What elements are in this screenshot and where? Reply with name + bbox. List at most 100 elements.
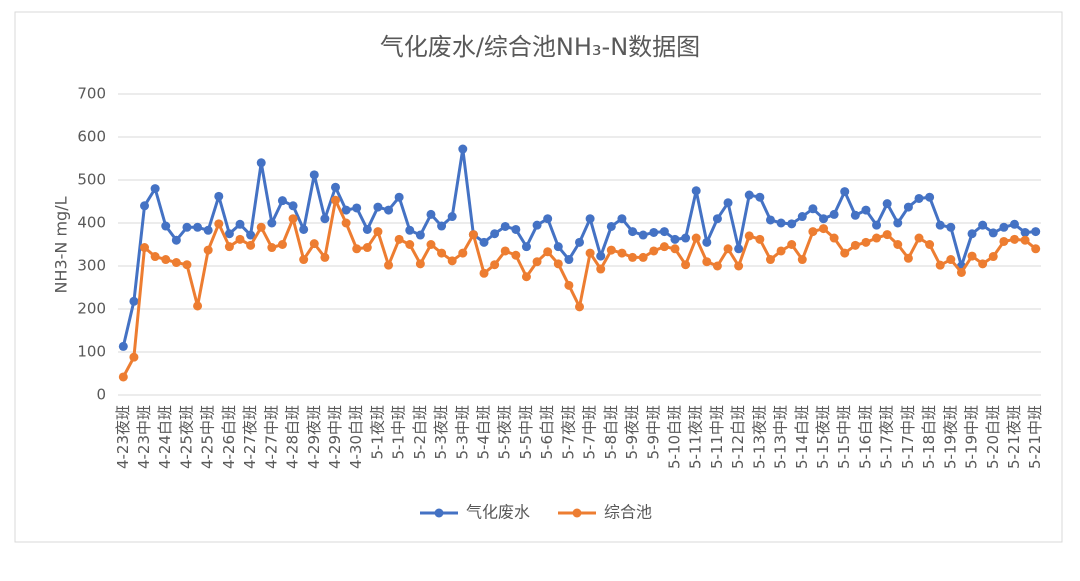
- data-point: [765, 215, 775, 225]
- data-point: [967, 229, 977, 239]
- data-point: [352, 203, 362, 213]
- data-point: [606, 245, 616, 255]
- x-tick-label: 5-17夜班: [878, 405, 896, 469]
- data-point: [712, 214, 722, 224]
- data-point: [903, 253, 913, 263]
- data-point: [797, 255, 807, 265]
- x-tick-label: 4-27夜班: [241, 405, 259, 469]
- y-tick-label: 700: [77, 85, 106, 103]
- data-point: [118, 341, 128, 351]
- data-point: [246, 240, 256, 250]
- x-tick-label: 5-13中班: [772, 405, 790, 469]
- data-point: [224, 229, 234, 239]
- data-point: [787, 240, 797, 249]
- data-point: [543, 214, 553, 224]
- data-point: [182, 222, 192, 232]
- data-point: [193, 301, 203, 311]
- data-point: [575, 237, 584, 247]
- x-tick-label: 5-11夜班: [687, 405, 705, 469]
- data-point: [373, 202, 383, 212]
- data-point: [299, 224, 309, 234]
- data-point: [267, 243, 277, 253]
- data-point: [628, 252, 638, 262]
- x-tick-label: 4-29夜班: [305, 405, 323, 469]
- data-point: [150, 252, 160, 262]
- data-point: [1009, 219, 1019, 229]
- data-point: [659, 242, 669, 252]
- data-point: [193, 222, 203, 232]
- x-tick-label: 5-1中班: [390, 405, 408, 460]
- data-point: [850, 210, 860, 220]
- x-tick-label: 4-23中班: [135, 405, 153, 469]
- x-tick-label: 5-7夜班: [559, 405, 577, 460]
- x-tick-label: 5-9夜班: [623, 405, 641, 460]
- data-point: [500, 221, 510, 231]
- data-point: [734, 261, 744, 271]
- x-tick-label: 5-13夜班: [750, 405, 768, 469]
- x-tick-label: 5-17中班: [899, 405, 917, 469]
- data-point: [914, 233, 924, 243]
- data-point: [458, 144, 468, 154]
- data-point: [532, 220, 542, 230]
- data-point: [755, 234, 765, 244]
- y-tick-label: 600: [77, 128, 106, 146]
- data-point: [776, 246, 786, 256]
- x-tick-label: 5-11中班: [708, 405, 726, 469]
- data-point: [553, 259, 563, 269]
- data-point: [362, 243, 372, 253]
- data-point: [702, 257, 712, 267]
- data-point: [575, 302, 584, 312]
- x-tick-label: 4-29中班: [326, 405, 344, 469]
- data-point: [288, 214, 298, 224]
- data-point: [564, 280, 574, 290]
- data-point: [256, 222, 266, 232]
- x-tick-label: 5-5夜班: [496, 405, 514, 460]
- x-tick-label: 5-3夜班: [432, 405, 450, 460]
- data-point: [426, 209, 436, 219]
- data-point: [1020, 227, 1030, 237]
- data-point: [691, 186, 701, 196]
- data-point: [585, 214, 595, 224]
- data-point: [479, 237, 489, 247]
- y-tick-label: 0: [96, 386, 106, 404]
- data-point: [1031, 227, 1041, 237]
- data-point: [532, 257, 542, 267]
- data-point: [659, 227, 669, 237]
- x-tick-label: 4-25夜班: [177, 405, 195, 469]
- x-tick-label: 5-4白班: [475, 405, 493, 460]
- legend-label: 气化废水: [466, 503, 530, 522]
- y-tick-label: 500: [77, 171, 106, 189]
- data-point: [521, 242, 531, 252]
- data-point: [384, 260, 394, 270]
- data-point: [309, 170, 319, 180]
- legend-marker: [434, 508, 444, 518]
- data-point: [988, 228, 998, 238]
- data-point: [500, 246, 510, 256]
- data-point: [776, 218, 786, 228]
- data-point: [235, 219, 245, 229]
- data-point: [161, 221, 171, 231]
- data-point: [712, 261, 722, 271]
- data-point: [946, 222, 956, 232]
- data-point: [946, 255, 956, 265]
- y-tick-label: 100: [77, 343, 106, 361]
- data-point: [1020, 235, 1030, 245]
- x-tick-label: 5-20白班: [984, 405, 1002, 469]
- data-point: [628, 227, 638, 237]
- data-point: [850, 240, 860, 250]
- data-point: [277, 196, 287, 206]
- data-point: [362, 224, 372, 234]
- data-point: [596, 264, 606, 274]
- data-point: [224, 242, 234, 252]
- x-tick-label: 4-28白班: [284, 405, 302, 469]
- x-tick-label: 5-21中班: [1026, 405, 1044, 469]
- data-point: [330, 195, 340, 205]
- data-point: [617, 214, 627, 224]
- x-tick-label: 5-19中班: [963, 405, 981, 469]
- data-point: [893, 240, 903, 249]
- data-point: [935, 260, 945, 270]
- x-tick-label: 5-15夜班: [814, 405, 832, 469]
- data-point: [384, 205, 394, 215]
- data-point: [819, 224, 829, 234]
